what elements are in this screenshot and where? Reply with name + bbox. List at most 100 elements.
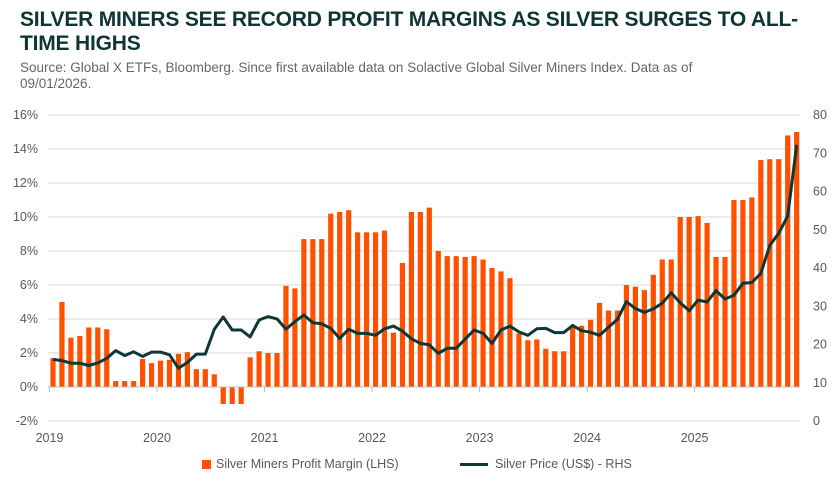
y-right-tick-label: 70 bbox=[813, 146, 827, 160]
margin-bar bbox=[238, 387, 244, 404]
y-left-tick-label: 4% bbox=[20, 312, 38, 326]
margin-bar bbox=[552, 351, 558, 387]
y-right-tick-label: 20 bbox=[813, 338, 827, 352]
chart-subtitle: Source: Global X ETFs, Bloomberg. Since … bbox=[20, 60, 693, 91]
chart-title: SILVER MINERS SEE RECORD PROFIT MARGINS … bbox=[20, 8, 798, 55]
margin-bar bbox=[641, 290, 647, 387]
margin-bar bbox=[713, 256, 719, 387]
margin-bar bbox=[229, 387, 235, 404]
margin-bar bbox=[722, 256, 728, 387]
margin-bar bbox=[131, 381, 137, 387]
margin-bar bbox=[301, 239, 307, 387]
legend-item-price: Silver Price (US$) - RHS bbox=[460, 457, 632, 471]
margin-bar bbox=[605, 310, 612, 387]
margin-bar bbox=[632, 286, 638, 387]
y-right-tick-label: 0 bbox=[813, 414, 820, 428]
margin-bar bbox=[193, 369, 199, 387]
y-left-tick-label: 6% bbox=[20, 278, 38, 292]
margin-bar bbox=[59, 302, 65, 387]
y-right-tick-label: 30 bbox=[813, 299, 827, 313]
margin-bar bbox=[86, 327, 92, 387]
margin-bar bbox=[596, 302, 603, 387]
margin-bar bbox=[525, 340, 531, 387]
margin-bar bbox=[408, 211, 414, 387]
margin-bar bbox=[749, 197, 755, 387]
margin-bar bbox=[157, 360, 164, 387]
x-tick-label: 2023 bbox=[466, 431, 494, 445]
x-tick-label: 2025 bbox=[681, 431, 709, 445]
margin-bar bbox=[337, 211, 343, 387]
margin-bar bbox=[579, 325, 585, 387]
legend-label-price: Silver Price (US$) - RHS bbox=[495, 457, 632, 471]
margin-bar bbox=[95, 327, 101, 387]
margin-bar bbox=[113, 381, 119, 387]
legend-item-margin: Silver Miners Profit Margin (LHS) bbox=[202, 457, 399, 471]
margin-bar bbox=[785, 135, 791, 387]
margin-bar bbox=[614, 310, 621, 387]
y-left-tick-label: -2% bbox=[16, 414, 38, 428]
margin-bar bbox=[220, 387, 226, 404]
x-tick-label: 2020 bbox=[143, 431, 171, 445]
margin-bar bbox=[211, 374, 217, 387]
margin-bar bbox=[588, 319, 594, 387]
margin-bar bbox=[623, 285, 630, 387]
margin-bar bbox=[184, 352, 190, 387]
margin-bar bbox=[265, 353, 271, 387]
margin-bar bbox=[462, 256, 468, 387]
margin-bar bbox=[561, 351, 567, 387]
margin-bar bbox=[480, 259, 486, 387]
margin-bar bbox=[534, 339, 540, 387]
margin-bar bbox=[435, 251, 441, 387]
margin-bar bbox=[77, 336, 83, 387]
margin-bar bbox=[426, 207, 432, 387]
margin-bar bbox=[148, 363, 155, 387]
y-right-tick-label: 80 bbox=[813, 108, 827, 122]
margin-bar bbox=[444, 256, 450, 387]
margin-bar bbox=[202, 369, 208, 387]
margin-bar bbox=[668, 259, 674, 387]
margin-bar bbox=[364, 232, 370, 387]
margin-bar bbox=[543, 348, 549, 387]
margin-bar bbox=[794, 132, 800, 387]
margin-bar bbox=[166, 359, 173, 387]
x-tick-label: 2024 bbox=[573, 431, 601, 445]
margin-bar bbox=[776, 159, 782, 387]
y-left-tick-label: 10% bbox=[13, 210, 38, 224]
margin-bar bbox=[372, 232, 379, 387]
margin-bar bbox=[390, 332, 397, 387]
margin-bar bbox=[740, 200, 746, 387]
margin-bar bbox=[516, 333, 522, 387]
margin-bar bbox=[381, 230, 388, 387]
margin-bar bbox=[704, 222, 710, 387]
margin-bar bbox=[507, 278, 513, 387]
margin-bar bbox=[175, 353, 182, 387]
margin-bar bbox=[650, 274, 656, 387]
margin-bar bbox=[319, 239, 325, 387]
x-tick-label: 2019 bbox=[36, 431, 64, 445]
margin-bar bbox=[247, 357, 253, 387]
margin-bar bbox=[122, 381, 128, 387]
y-left-tick-label: 0% bbox=[20, 380, 38, 394]
margin-bar bbox=[274, 353, 280, 387]
silver-price-line bbox=[52, 144, 799, 370]
y-right-tick-label: 40 bbox=[813, 261, 827, 275]
margin-bar bbox=[346, 210, 352, 387]
margin-bar bbox=[399, 262, 406, 387]
margin-bar bbox=[355, 232, 361, 387]
legend-swatch-line bbox=[460, 462, 488, 466]
margin-bar bbox=[328, 213, 334, 387]
margin-bar bbox=[659, 259, 665, 387]
margin-bar bbox=[256, 351, 262, 387]
margin-bar bbox=[453, 256, 459, 387]
margin-bar bbox=[310, 239, 316, 387]
margin-bar bbox=[140, 358, 146, 387]
margin-bar bbox=[292, 288, 298, 387]
y-left-tick-label: 8% bbox=[20, 244, 38, 258]
y-left-tick-label: 14% bbox=[13, 142, 38, 156]
legend-swatch-bar bbox=[202, 459, 211, 469]
y-right-tick-label: 60 bbox=[813, 185, 827, 199]
y-left-tick-label: 12% bbox=[13, 176, 38, 190]
y-left-tick-label: 2% bbox=[20, 346, 38, 360]
x-tick-label: 2022 bbox=[358, 431, 386, 445]
